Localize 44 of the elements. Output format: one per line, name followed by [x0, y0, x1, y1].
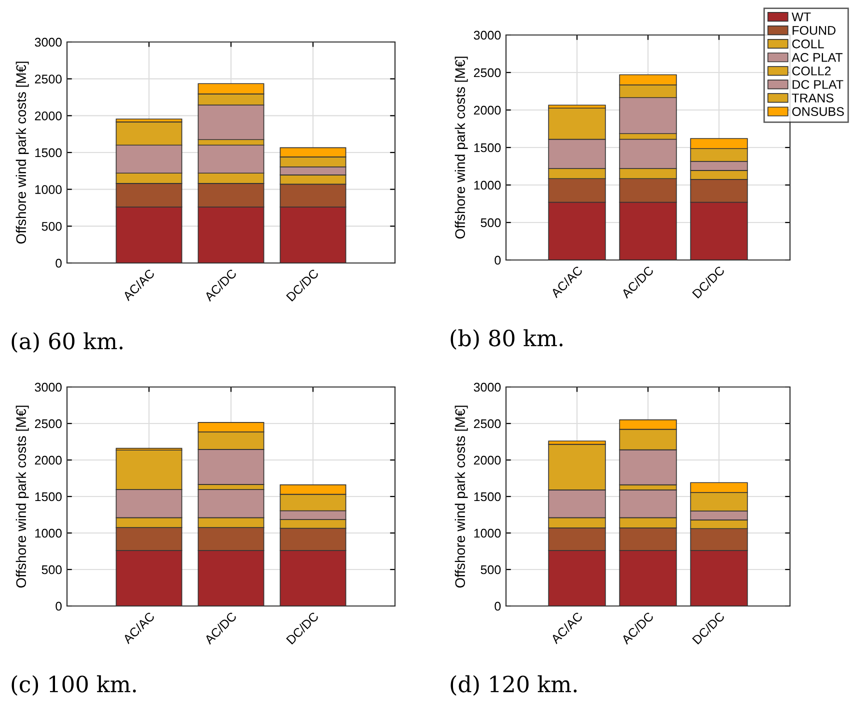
legend-label: AC PLAT: [792, 53, 843, 62]
legend-label: DC PLAT: [792, 80, 844, 89]
y-tick-label: 1500: [474, 143, 501, 152]
legend-label: ONSUBS: [792, 107, 844, 116]
y-tick-label: 3000: [34, 38, 62, 47]
y-tick-label: 0: [56, 602, 62, 611]
y-tick-label: 1500: [35, 492, 62, 502]
y-tick-label: 1000: [474, 180, 501, 190]
y-tick-label: 2000: [474, 106, 501, 115]
y-tick-label: 1500: [35, 148, 62, 158]
text: (c) 100 km.: [12, 675, 136, 696]
y-axis-title: Offshore wind park costs [M€]: [16, 62, 29, 244]
y-tick-label: 1000: [35, 528, 62, 538]
text: (a) 60 km.: [12, 332, 123, 353]
y-tick-label: 3000: [474, 30, 501, 40]
y-tick-label: 1000: [474, 528, 501, 538]
legend-label: COLL2: [792, 66, 831, 76]
y-tick-label: 2500: [474, 419, 501, 428]
y-tick-label: 0: [494, 256, 501, 265]
text: (d) 120 km.: [450, 675, 577, 696]
y-tick-label: 2500: [34, 74, 62, 84]
y-tick-label: 2000: [474, 456, 501, 465]
y-tick-label: 2500: [34, 419, 62, 428]
legend-label: WT: [792, 12, 811, 22]
y-tick-label: 2000: [34, 111, 62, 120]
y-tick-label: 500: [42, 565, 62, 574]
legend-label: TRANS: [792, 94, 834, 102]
y-tick-label: 500: [42, 222, 62, 231]
y-axis-title: Offshore wind park costs [M€]: [454, 406, 468, 588]
y-axis-title: Offshore wind park costs [M€]: [16, 406, 29, 588]
legend-label: FOUND: [792, 26, 836, 35]
y-tick-label: 3000: [34, 382, 62, 392]
text: (b) 80 km.: [450, 329, 562, 350]
y-tick-label: 3000: [474, 382, 501, 392]
y-tick-label: 0: [494, 602, 501, 611]
legend-label: COLL: [792, 39, 824, 48]
y-axis-title: Offshore wind park costs [M€]: [454, 56, 468, 239]
y-tick-label: 2000: [34, 456, 62, 465]
y-tick-label: 500: [480, 565, 501, 574]
y-tick-label: 1000: [35, 185, 62, 194]
y-tick-label: 500: [480, 218, 501, 228]
y-tick-label: 2500: [474, 68, 501, 78]
y-tick-label: 0: [56, 258, 62, 268]
y-tick-label: 1500: [474, 492, 501, 502]
